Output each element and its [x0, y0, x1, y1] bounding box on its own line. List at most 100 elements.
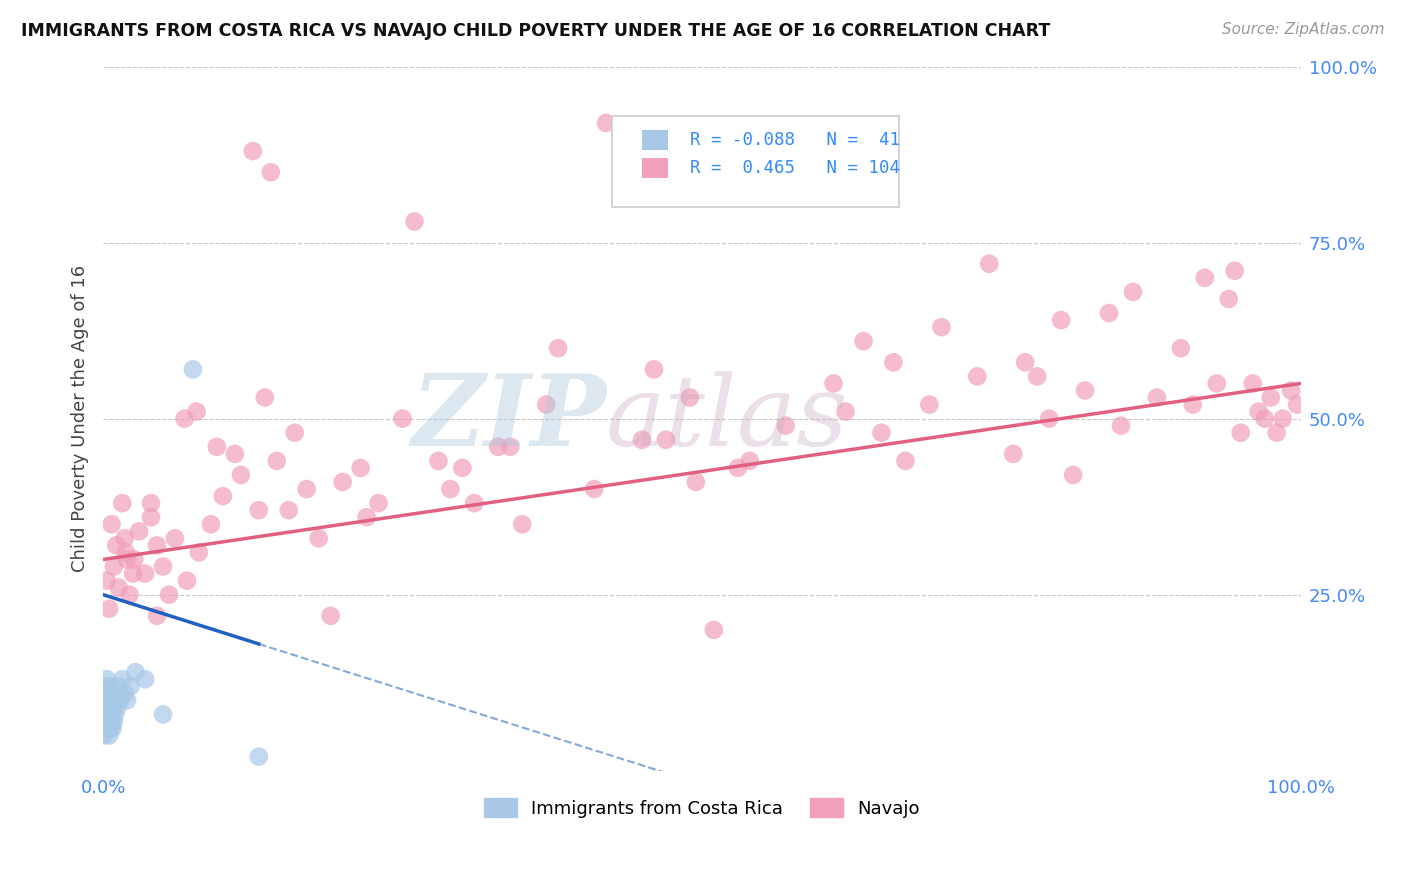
Point — [643, 362, 665, 376]
Point — [786, 186, 808, 201]
Point — [260, 165, 283, 179]
Point — [277, 503, 299, 517]
Point — [247, 749, 270, 764]
Point — [1253, 411, 1275, 425]
Point — [1241, 376, 1264, 391]
Point — [122, 566, 145, 581]
Y-axis label: Child Poverty Under the Age of 16: Child Poverty Under the Age of 16 — [72, 265, 89, 572]
Point — [1109, 418, 1132, 433]
Point — [101, 693, 124, 707]
Point — [96, 686, 118, 700]
Text: R = -0.088   N =  41: R = -0.088 N = 41 — [690, 131, 900, 149]
Point — [295, 482, 318, 496]
Point — [284, 425, 307, 440]
Legend: Immigrants from Costa Rica, Navajo: Immigrants from Costa Rica, Navajo — [477, 791, 927, 825]
Text: Source: ZipAtlas.com: Source: ZipAtlas.com — [1222, 22, 1385, 37]
Text: IMMIGRANTS FROM COSTA RICA VS NAVAJO CHILD POVERTY UNDER THE AGE OF 16 CORRELATI: IMMIGRANTS FROM COSTA RICA VS NAVAJO CHI… — [21, 22, 1050, 40]
Point — [547, 341, 569, 355]
FancyBboxPatch shape — [612, 116, 900, 208]
Point — [499, 440, 522, 454]
Point — [229, 467, 252, 482]
Point — [96, 700, 118, 714]
Point — [463, 496, 485, 510]
Text: ZIP: ZIP — [411, 370, 606, 467]
Point — [94, 693, 117, 707]
Point — [139, 496, 162, 510]
Point — [870, 425, 893, 440]
Point — [1014, 355, 1036, 369]
Point — [200, 517, 222, 532]
Point — [486, 440, 509, 454]
Point — [107, 700, 129, 714]
Point — [404, 214, 426, 228]
Point — [1229, 425, 1251, 440]
Point — [100, 517, 122, 532]
Point — [685, 475, 707, 489]
Point — [205, 440, 228, 454]
Point — [122, 552, 145, 566]
Point — [349, 461, 371, 475]
Point — [242, 144, 264, 158]
Point — [1181, 398, 1204, 412]
Point — [118, 588, 141, 602]
Point — [1260, 391, 1282, 405]
Point — [97, 693, 120, 707]
Point — [834, 404, 856, 418]
Point — [224, 447, 246, 461]
Point — [96, 714, 118, 729]
Point — [979, 257, 1001, 271]
Point — [1205, 376, 1227, 391]
Point — [852, 334, 875, 349]
Point — [98, 686, 121, 700]
Point — [128, 524, 150, 539]
Point — [655, 433, 678, 447]
Point — [583, 482, 606, 496]
Point — [882, 355, 904, 369]
Point — [595, 116, 617, 130]
Point — [510, 517, 533, 532]
Point — [98, 707, 121, 722]
Point — [1038, 411, 1060, 425]
Point — [103, 714, 125, 729]
Point — [181, 362, 204, 376]
Point — [98, 722, 121, 736]
Point — [98, 729, 121, 743]
Point — [96, 574, 118, 588]
Point — [1170, 341, 1192, 355]
Point — [98, 700, 121, 714]
Point — [1279, 384, 1302, 398]
Point — [134, 566, 156, 581]
Point — [100, 686, 122, 700]
Point — [97, 722, 120, 736]
Point — [115, 545, 138, 559]
Point — [115, 693, 138, 707]
Point — [1098, 306, 1121, 320]
Point — [96, 672, 118, 686]
Point — [391, 411, 413, 425]
FancyBboxPatch shape — [643, 158, 668, 178]
Point — [104, 707, 127, 722]
Point — [534, 398, 557, 412]
Point — [152, 707, 174, 722]
Point — [146, 608, 169, 623]
Point — [139, 510, 162, 524]
Point — [247, 503, 270, 517]
Point — [100, 714, 122, 729]
Point — [104, 686, 127, 700]
Point — [727, 461, 749, 475]
Point — [1194, 270, 1216, 285]
Point — [1223, 264, 1246, 278]
Point — [212, 489, 235, 503]
Point — [439, 482, 461, 496]
Point — [1122, 285, 1144, 299]
Point — [187, 545, 209, 559]
Point — [1062, 467, 1084, 482]
Point — [894, 454, 917, 468]
Point — [93, 729, 115, 743]
Point — [367, 496, 389, 510]
Point — [679, 391, 702, 405]
Point — [103, 559, 125, 574]
Point — [823, 376, 845, 391]
Point — [173, 411, 195, 425]
Point — [253, 391, 276, 405]
